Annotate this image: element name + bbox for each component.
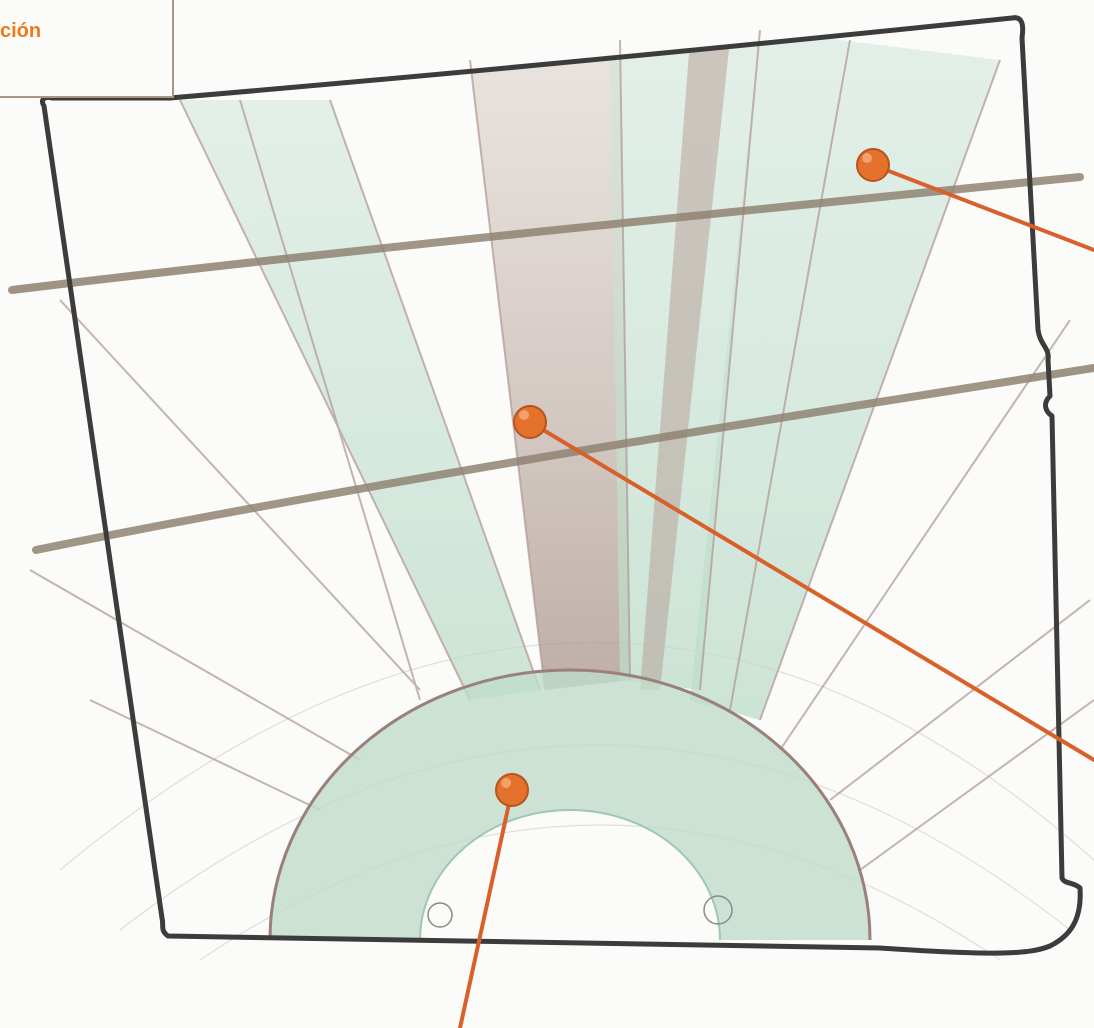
marker-upper-right[interactable] [856, 148, 890, 182]
leader-center [528, 420, 1094, 762]
ray-green-right [690, 30, 1000, 720]
arch [268, 668, 872, 941]
arch-outer-edge [268, 668, 872, 941]
marker-highlight [519, 410, 529, 420]
marker-center[interactable] [513, 405, 547, 439]
arch-inner-edge [419, 809, 721, 941]
edge-text [1082, 30, 1094, 90]
leader-lower-arch [458, 788, 514, 1028]
marker-highlight [862, 153, 872, 163]
arch-hole-left [427, 902, 453, 928]
outer-frame [39, 15, 1083, 956]
leader-upper-right [871, 163, 1094, 252]
ray-brown-right [640, 40, 730, 690]
arch-hole-right [703, 895, 733, 925]
horizontal-bands [8, 173, 1094, 554]
ray-green-left [180, 100, 540, 700]
marker-highlight [501, 778, 511, 788]
fan-rays [180, 30, 1000, 720]
band-lower [32, 364, 1094, 554]
pencil-ray-lines [29, 29, 1094, 871]
markers [495, 148, 890, 807]
label-box: ción [0, 0, 174, 98]
arch-band [270, 670, 870, 940]
leader-lines [458, 163, 1094, 1028]
label-box-text: ción [0, 20, 42, 42]
ray-brown-center [470, 40, 630, 690]
band-upper [8, 173, 1084, 294]
marker-lower-arch[interactable] [495, 773, 529, 807]
